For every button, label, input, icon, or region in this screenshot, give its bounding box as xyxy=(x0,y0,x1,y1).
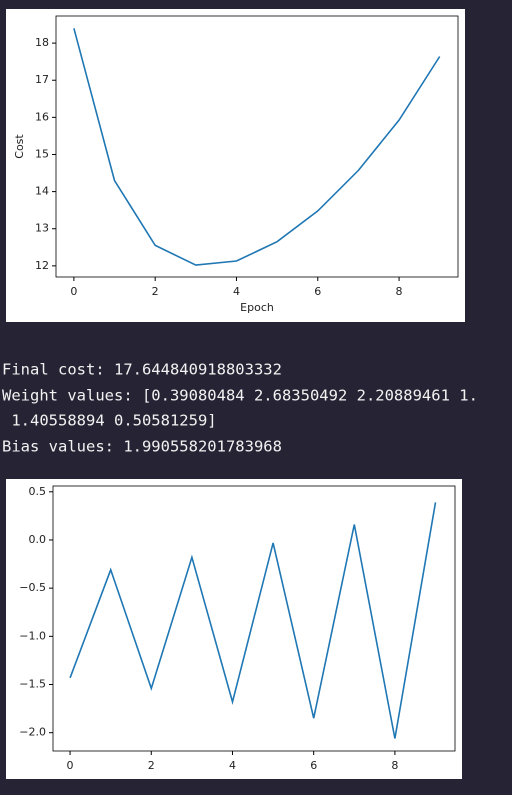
x-tick-label: 2 xyxy=(152,285,159,298)
x-tick-label: 6 xyxy=(310,759,317,772)
y-tick-label: 17 xyxy=(35,73,49,86)
y-axis-label: Cost xyxy=(13,134,26,159)
x-tick-label: 4 xyxy=(229,759,236,772)
x-axis-label: Epoch xyxy=(240,301,274,314)
output-line: 1.40558894 0.50581259] xyxy=(2,412,217,430)
y-tick-label: −1.5 xyxy=(19,678,46,691)
output-line: Weight values: [0.39080484 2.68350492 2.… xyxy=(2,387,478,405)
y-tick-label: 16 xyxy=(35,110,49,123)
y-tick-label: 0.5 xyxy=(29,485,47,498)
x-tick-label: 4 xyxy=(233,285,240,298)
y-tick-label: 0.0 xyxy=(29,533,47,546)
x-tick-label: 0 xyxy=(70,285,77,298)
output-line: Bias values: 1.990558201783968 xyxy=(2,438,282,456)
axes-frame xyxy=(52,485,456,752)
axes-frame xyxy=(55,15,459,278)
x-tick-label: 8 xyxy=(396,285,403,298)
y-tick-label: −2.0 xyxy=(19,726,46,739)
y-tick-label: 13 xyxy=(35,222,49,235)
x-tick-label: 6 xyxy=(314,285,321,298)
y-tick-label: 12 xyxy=(35,259,49,272)
y-tick-label: 15 xyxy=(35,147,49,160)
y-tick-label: 18 xyxy=(35,36,49,49)
y-tick-label: 14 xyxy=(35,185,49,198)
line-series xyxy=(69,502,437,739)
plot-background xyxy=(6,9,465,322)
plot-background xyxy=(6,479,462,779)
x-tick-label: 8 xyxy=(391,759,398,772)
y-tick-label: −0.5 xyxy=(19,581,46,594)
output-line: Final cost: 17.644840918803332 xyxy=(2,361,282,379)
line-series xyxy=(73,28,441,266)
y-tick-label: −1.0 xyxy=(19,629,46,642)
x-tick-label: 2 xyxy=(148,759,155,772)
x-tick-label: 0 xyxy=(67,759,74,772)
